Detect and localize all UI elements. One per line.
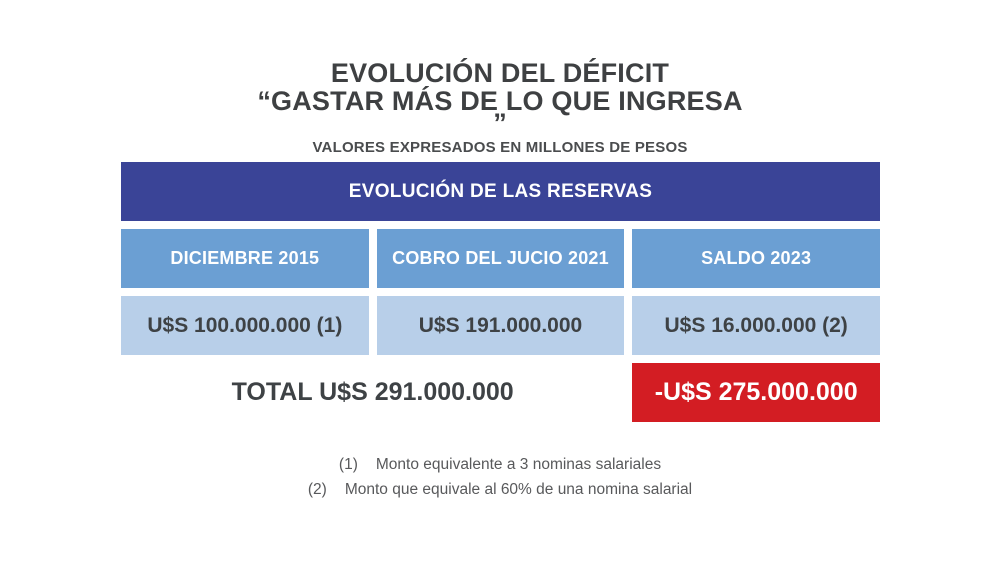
- footnotes: (1) Monto equivalente a 3 nominas salari…: [0, 452, 1000, 502]
- value-saldo-2023: U$S 16.000.000 (2): [632, 296, 880, 355]
- reserves-table: EVOLUCIÓN DE LAS RESERVAS DICIEMBRE 2015…: [121, 162, 880, 422]
- total-row: TOTAL U$S 291.000.000 -U$S 275.000.000: [121, 363, 880, 422]
- value-diciembre-2015: U$S 100.000.000 (1): [121, 296, 369, 355]
- column-header-diciembre-2015: DICIEMBRE 2015: [121, 229, 369, 288]
- footnote-1-text: Monto equivalente a 3 nominas salariales: [375, 456, 662, 473]
- table-header-label: EVOLUCIÓN DE LAS RESERVAS: [348, 180, 653, 202]
- footnote-2-marker: (2): [307, 481, 327, 498]
- table-header-bar: EVOLUCIÓN DE LAS RESERVAS: [121, 162, 880, 221]
- footnote-1: (1) Monto equivalente a 3 nominas salari…: [0, 452, 1000, 477]
- value-cobro-jucio-2021: U$S 191.000.000: [376, 296, 625, 355]
- footnote-1-marker: (1): [338, 456, 358, 473]
- footnote-2-text: Monto que equivale al 60% de una nomina …: [344, 481, 693, 498]
- column-header-saldo-2023: SALDO 2023: [632, 229, 880, 288]
- deficit-badge: -U$S 275.000.000: [632, 363, 880, 422]
- page-title-line1: EVOLUCIÓN DEL DÉFICIT: [330, 58, 670, 88]
- column-header-cobro-jucio-2021: COBRO DEL JUCIO 2021: [376, 229, 625, 288]
- page-title-line2: “GASTAR MÁS DE LO QUE INGRESA: [257, 86, 743, 116]
- title-block: EVOLUCIÓN DEL DÉFICIT “GASTAR MÁS DE LO …: [0, 59, 1000, 156]
- values-row: U$S 100.000.000 (1) U$S 191.000.000 U$S …: [121, 296, 880, 355]
- page-subtitle: VALORES EXPRESADOS EN MILLONES DE PESOS: [312, 139, 688, 156]
- page-title-closing-quote: ”: [493, 108, 507, 138]
- total-label: TOTAL U$S 291.000.000: [121, 363, 625, 422]
- footnote-2: (2) Monto que equivale al 60% de una nom…: [0, 477, 1000, 502]
- column-header-row: DICIEMBRE 2015 COBRO DEL JUCIO 2021 SALD…: [121, 229, 880, 288]
